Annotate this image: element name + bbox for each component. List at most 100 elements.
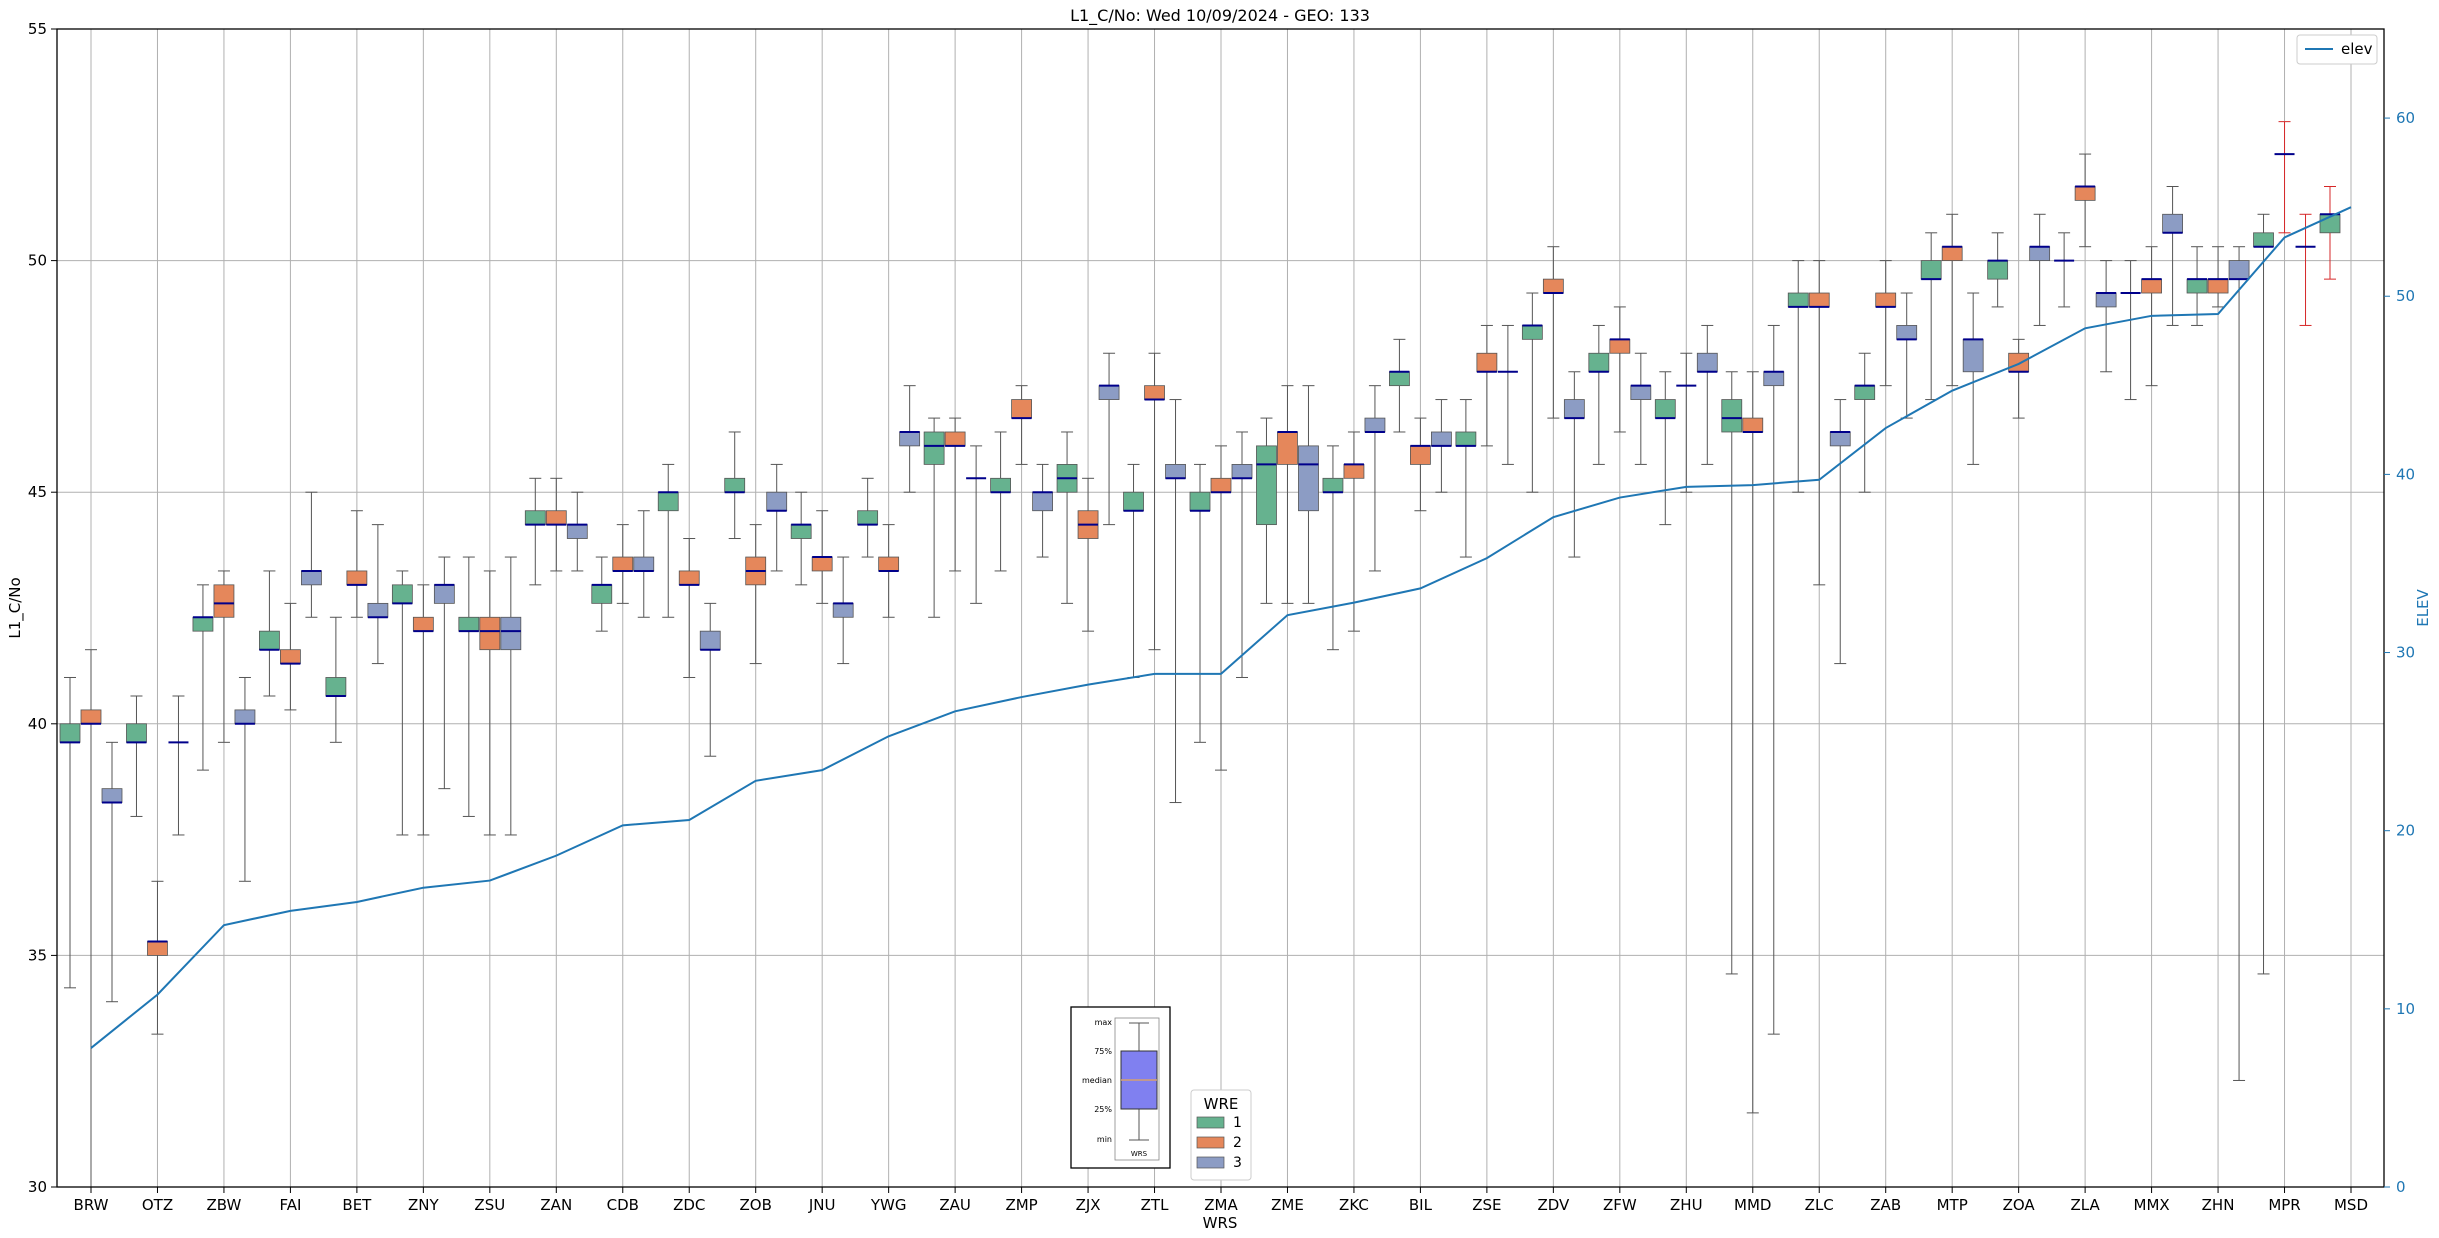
wre-legend-label-1: 1 (1233, 1115, 1242, 1131)
box-MMD-2 (1742, 417, 1764, 433)
x-tick-label: ZDC (673, 1196, 705, 1214)
box-CDB-2 (612, 556, 634, 572)
box-ZBW-1 (192, 616, 214, 632)
box-ZOB-1 (724, 477, 746, 493)
box-ZAU-2 (944, 431, 966, 447)
box-ZNY-3 (433, 584, 455, 604)
wre-legend-swatch-1 (1196, 1116, 1225, 1129)
x-tick-label: ZHU (1670, 1196, 1703, 1214)
x-tick-label: YWG (870, 1196, 907, 1214)
box-ZAU-1 (923, 431, 945, 465)
box-FAI-1 (259, 630, 280, 651)
x-tick-label: JNU (808, 1196, 836, 1214)
x-tick-label: MMD (1734, 1196, 1771, 1214)
y2-axis-label: ELEV (2414, 588, 2432, 626)
box-BET-3 (367, 602, 389, 618)
box-ZDC-1 (657, 491, 679, 512)
box-ZTL-1 (1123, 491, 1144, 512)
x-tick-label: ZJX (1076, 1196, 1101, 1214)
box-ZBW-2 (213, 584, 235, 618)
box-ZTL-3 (1165, 464, 1186, 479)
box-YWG-1 (857, 510, 879, 526)
box-MTP-2 (1941, 246, 1963, 261)
box-ZKC-2 (1343, 464, 1365, 479)
inset-label-median: median (1082, 1076, 1112, 1085)
box-ZSU-2 (479, 616, 501, 651)
y2-tick-label: 20 (2396, 822, 2415, 840)
x-tick-label: MMX (2134, 1196, 2170, 1214)
wre-legend-swatch-2 (1196, 1136, 1225, 1149)
box-ZAN-1 (524, 510, 546, 526)
x-tick-label: ZNY (408, 1196, 439, 1214)
box-ZMP-1 (990, 477, 1011, 493)
inset-label-25: 25% (1094, 1105, 1112, 1114)
y-axis-label: L1_C/No (6, 577, 25, 638)
box-ZFW-3 (1630, 385, 1652, 400)
box-ZSE-1 (1455, 431, 1477, 447)
x-tick-label: BET (342, 1196, 372, 1214)
x-tick-label: MPR (2268, 1196, 2300, 1214)
box-ZME-2 (1277, 431, 1298, 465)
box-ZMP-2 (1011, 399, 1032, 419)
box-OTZ-1 (126, 723, 147, 743)
box-ZBW-3 (234, 709, 256, 725)
box-MTP-1 (1920, 260, 1942, 280)
box-ZJX-3 (1098, 385, 1120, 400)
wre-legend-label-2: 2 (1233, 1135, 1242, 1151)
box-ZSE-2 (1476, 352, 1498, 373)
box-ZAN-2 (545, 510, 567, 526)
x-tick-label: ZAN (540, 1196, 572, 1214)
x-tick-label: ZDV (1537, 1196, 1570, 1214)
box-ZNY-2 (412, 616, 434, 632)
box-ZOA-2 (2008, 352, 2030, 373)
box-ZLC-3 (1829, 431, 1851, 447)
x-tick-label: ZLA (2070, 1196, 2100, 1214)
box-BRW-1 (59, 723, 81, 743)
inset-xlabel: WRS (1131, 1150, 1148, 1158)
x-tick-label: ZMP (1005, 1196, 1037, 1214)
chart-title: L1_C/No: Wed 10/09/2024 - GEO: 133 (1070, 6, 1370, 26)
box-ZME-1 (1256, 445, 1277, 526)
box-MMX-3 (2162, 213, 2183, 234)
box-FAI-3 (301, 570, 322, 586)
x-tick-label: ZME (1271, 1196, 1304, 1214)
wre-legend: WRE 1 2 3 (1190, 1089, 1252, 1181)
box-ZME-3 (1298, 445, 1319, 512)
box-BIL-1 (1389, 371, 1410, 387)
y-tick-label: 35 (28, 946, 47, 964)
box-MPR-1 (2253, 232, 2274, 248)
box-ZDV-1 (1521, 325, 1543, 340)
y-tick-label: 45 (28, 483, 47, 501)
inset-label-75: 75% (1094, 1047, 1112, 1056)
y-tick-label: 50 (28, 252, 47, 270)
x-axis-ticks: BRW OTZ ZBW FAI BET ZNY ZSU ZAN CDB ZDC ZOB JNU YWG Z… (74, 1187, 2368, 1214)
y-tick-label: 55 (28, 20, 47, 38)
y-tick-label: 30 (28, 1178, 47, 1196)
box-CDB-3 (633, 556, 655, 572)
wre-legend-title: WRE (1204, 1095, 1239, 1113)
y2-tick-label: 30 (2396, 644, 2415, 662)
x-tick-label: ZBW (207, 1196, 242, 1214)
box-JNU-3 (832, 602, 854, 618)
box-ZDV-2 (1542, 278, 1564, 294)
elev-legend-frame (2296, 34, 2378, 65)
box-ZFW-2 (1609, 338, 1631, 354)
y2-tick-label: 10 (2396, 1000, 2415, 1018)
x-tick-label: BRW (74, 1196, 109, 1214)
box-ZHN-3 (2228, 260, 2250, 280)
y2-axis-ticks: 0 10 20 30 40 50 60 (2384, 109, 2415, 1196)
y-axis-ticks: 30 35 40 45 50 55 (28, 20, 57, 1196)
box-ZOB-3 (766, 491, 788, 512)
box-ZAB-3 (1896, 325, 1918, 340)
elev-line (90, 206, 2352, 1049)
box-BIL-2 (1410, 445, 1431, 465)
box-ZHU-1 (1654, 399, 1676, 419)
box-ZSU-1 (458, 616, 480, 632)
box-ZAB-2 (1875, 292, 1897, 308)
x-tick-label: BIL (1409, 1196, 1433, 1214)
box-BRW-3 (101, 788, 123, 803)
box-ZMA-2 (1210, 477, 1232, 493)
box-ZOA-1 (1987, 260, 2009, 280)
